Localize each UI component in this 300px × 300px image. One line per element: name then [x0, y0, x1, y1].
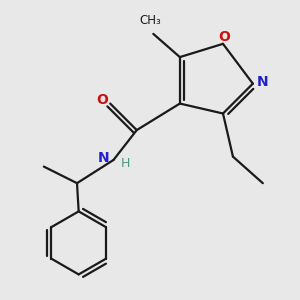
Text: H: H	[121, 157, 130, 170]
Text: CH₃: CH₃	[139, 14, 161, 27]
Text: N: N	[98, 151, 109, 165]
Text: N: N	[257, 75, 269, 89]
Text: O: O	[96, 93, 108, 106]
Text: O: O	[219, 29, 231, 44]
